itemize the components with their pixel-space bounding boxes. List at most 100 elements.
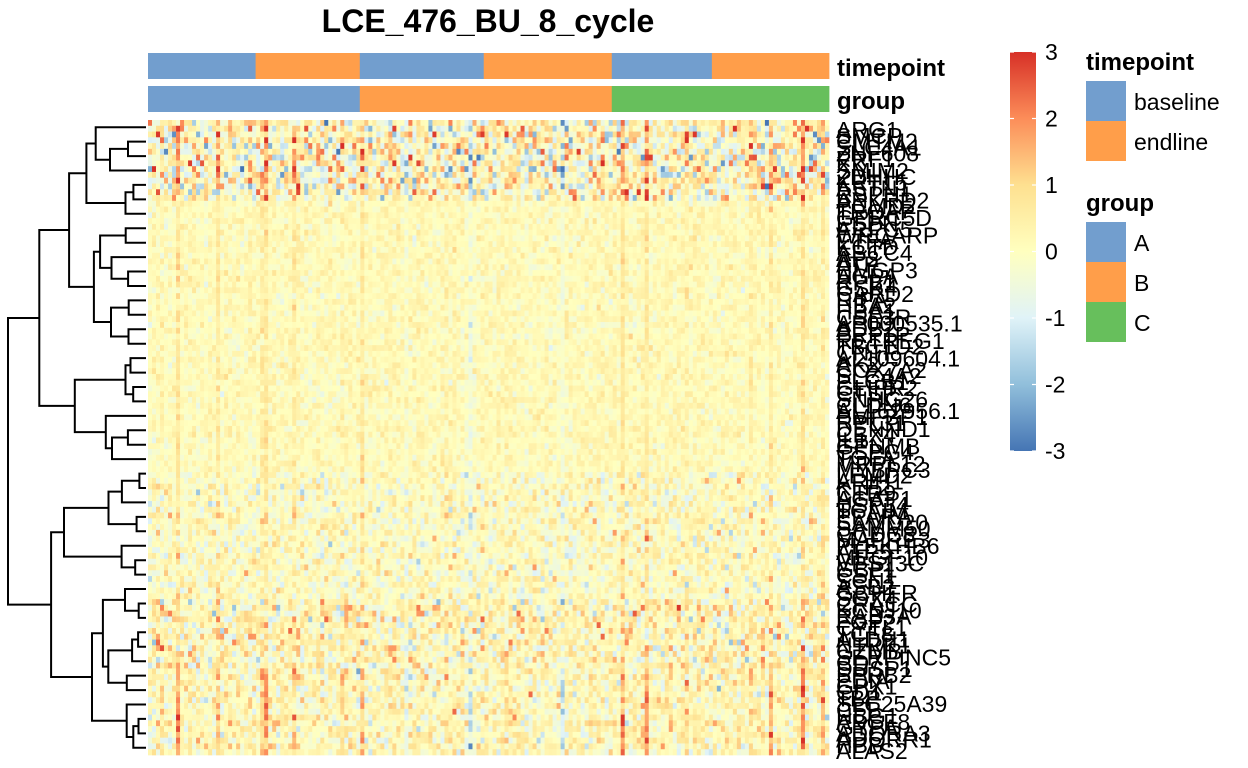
row-label: ARPC5 xyxy=(836,217,913,243)
row-label: HBG1 xyxy=(836,703,899,729)
row-label: ZDHHC xyxy=(836,164,917,190)
row-label: SAMD20 xyxy=(836,510,928,536)
row-label: ESPN xyxy=(836,211,899,237)
row-label: CYTL1 xyxy=(836,615,908,641)
annotation-group-segment-2 xyxy=(611,86,830,112)
color-scale-tick: -2 xyxy=(1045,372,1065,398)
row-label: CARD2 xyxy=(836,281,914,307)
row-label: CSF1 xyxy=(836,562,895,588)
row-label: PLEKHB6 xyxy=(836,533,940,559)
row-label: ANKRD2 xyxy=(836,187,929,213)
row-label: GCHFR xyxy=(836,580,918,606)
row-label: SMCP xyxy=(836,123,902,149)
legend-label: baseline xyxy=(1134,89,1220,115)
legend-swatch xyxy=(1086,121,1126,161)
chart-title: LCE_476_BU_8_cycle xyxy=(322,3,655,39)
legend-label: A xyxy=(1134,230,1150,256)
row-label: IL1 xyxy=(836,428,868,454)
row-label: AGAP1 xyxy=(836,486,913,512)
color-scale-tick: -3 xyxy=(1045,438,1065,464)
row-label: WRCARP xyxy=(836,222,938,248)
row-label: CTSP xyxy=(836,381,897,407)
row-label: ATP xyxy=(836,252,879,278)
row-label: GYPA xyxy=(836,715,899,741)
color-scale-tick: 1 xyxy=(1045,172,1058,198)
row-label: PCMD2 xyxy=(836,193,917,219)
row-label: CD7 xyxy=(836,650,882,676)
row-label: KCTD xyxy=(836,234,899,260)
legend-swatch xyxy=(1086,222,1126,262)
legend-title-group: group xyxy=(1086,190,1154,217)
legend-label: endline xyxy=(1134,129,1208,155)
row-label: KRT15 xyxy=(836,170,907,196)
annotation-timepoint-segment-2 xyxy=(359,53,485,79)
row-label: KCNJ10 xyxy=(836,597,922,623)
row-label: TGFA xyxy=(836,445,897,471)
row-label: SLC4A2 xyxy=(836,363,922,389)
row-label: GPX1 xyxy=(836,674,897,700)
row-label: PRF1P xyxy=(836,322,910,348)
row-label: FGF2 xyxy=(836,609,895,635)
row-label: GPNMB xyxy=(836,433,920,459)
legend-swatch xyxy=(1086,81,1126,121)
row-label: SCN1 xyxy=(836,568,897,594)
row-label: SNHG26 xyxy=(836,386,928,412)
row-label: AGPA xyxy=(836,263,899,289)
color-scale-tick: 3 xyxy=(1045,39,1058,65)
row-label: AP000535.1 xyxy=(836,310,963,336)
row-label: ETFA xyxy=(836,228,894,254)
legend-label: B xyxy=(1134,270,1149,296)
legend-swatch xyxy=(1086,302,1126,342)
annotation-label-group: group xyxy=(837,88,905,115)
row-label: TCAIM xyxy=(836,498,908,524)
row-label: MRPL12 xyxy=(836,451,925,477)
row-label: TROAP xyxy=(836,199,915,225)
row-label: RETREG1 xyxy=(836,328,945,354)
annotation-timepoint-segment-1 xyxy=(255,53,361,79)
row-label: GLIPR2 xyxy=(836,375,918,401)
row-label: MEGF10 xyxy=(836,545,928,571)
row-label: ABCC4 xyxy=(836,240,913,266)
row-label: COX7A2 xyxy=(836,357,927,383)
row-label: DUSP1 xyxy=(836,656,913,682)
annotation-timepoint-segment-3 xyxy=(483,53,613,79)
row-label: VPS13C xyxy=(836,551,924,577)
row-label: ADORA3 xyxy=(836,720,931,746)
row-label: LEMD2 xyxy=(836,463,913,489)
row-label: ASB2 xyxy=(836,574,895,600)
row-label: USP34 xyxy=(836,492,909,518)
annotation-timepoint-segment-4 xyxy=(611,53,713,79)
row-label: SPRB2 xyxy=(836,662,911,688)
row-label: RPB1 xyxy=(836,269,896,295)
row-label: PRF1 xyxy=(836,146,895,172)
color-scale-tick: 2 xyxy=(1045,106,1058,132)
row-label: ALAS2 xyxy=(836,738,908,764)
row-label: AK2 xyxy=(836,351,879,377)
row-label: MAPRE3 xyxy=(836,527,931,553)
row-label: HMGP3 xyxy=(836,258,918,284)
row-label: GPRC5D xyxy=(836,205,932,231)
row-label: TBC1D2 xyxy=(836,334,924,360)
row-label: CSF3R xyxy=(836,304,911,330)
row-label: TBP xyxy=(836,685,881,711)
row-label: GSK4 xyxy=(836,275,898,301)
row-label: AP2 xyxy=(836,246,879,272)
row-label: SAMM50 xyxy=(836,515,931,541)
heatmap-cells xyxy=(148,120,830,756)
row-label: TCF8 xyxy=(836,621,894,647)
row-label: PDIA xyxy=(836,668,890,694)
row-label: AL109604.1 xyxy=(836,345,960,371)
annotation-label-timepoint: timepoint xyxy=(837,55,945,82)
row-label: AL162956.1 xyxy=(836,398,960,424)
row-label: HBA2 xyxy=(836,293,896,319)
column-annotation-bars xyxy=(148,53,830,112)
row-label: CLDN6 xyxy=(836,392,911,418)
row-label: PLCB1 xyxy=(836,369,909,395)
row-dendrogram xyxy=(7,126,146,749)
annotation-timepoint-segment-0 xyxy=(148,53,256,79)
row-label: ASTN1 xyxy=(836,176,910,202)
row-label: CSPG4 xyxy=(836,439,914,465)
annotation-legends: timepoint baseline endline group ABC xyxy=(1086,49,1220,342)
row-label: RSPH1 xyxy=(836,181,913,207)
